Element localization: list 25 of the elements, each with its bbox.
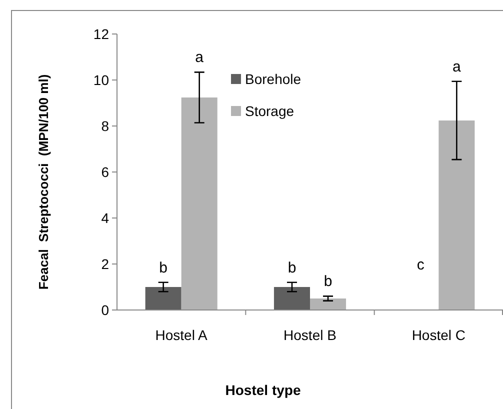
y-axis-title: Feacal Streptococci (MPN/100 ml) — [36, 74, 51, 290]
x-tick-label: Hostel B — [284, 327, 336, 343]
y-tick-label: 10 — [93, 72, 110, 88]
legend-label: Storage — [245, 102, 294, 119]
y-tick-label: 8 — [101, 118, 110, 134]
y-tick-label: 6 — [101, 164, 110, 180]
bar — [274, 287, 310, 310]
annotation: c — [416, 256, 425, 274]
legend-label: Borehole — [245, 70, 302, 87]
data-label: b — [159, 259, 168, 276]
y-tick-label: 2 — [101, 256, 110, 272]
x-axis-title: Hostel type — [225, 382, 301, 398]
y-tick-label: 0 — [101, 302, 110, 318]
bar — [181, 97, 218, 310]
bar — [145, 287, 182, 310]
data-label: a — [195, 49, 204, 66]
x-tick-label: Hostel A — [155, 327, 208, 343]
data-label: a — [452, 58, 462, 76]
bar — [310, 298, 346, 310]
data-label: b — [324, 273, 332, 290]
data-label: b — [288, 259, 296, 276]
y-tick-label: 4 — [101, 210, 110, 226]
y-tick-label: 12 — [93, 26, 110, 42]
x-tick-label: Hostel C — [412, 327, 466, 343]
bar — [438, 120, 475, 310]
